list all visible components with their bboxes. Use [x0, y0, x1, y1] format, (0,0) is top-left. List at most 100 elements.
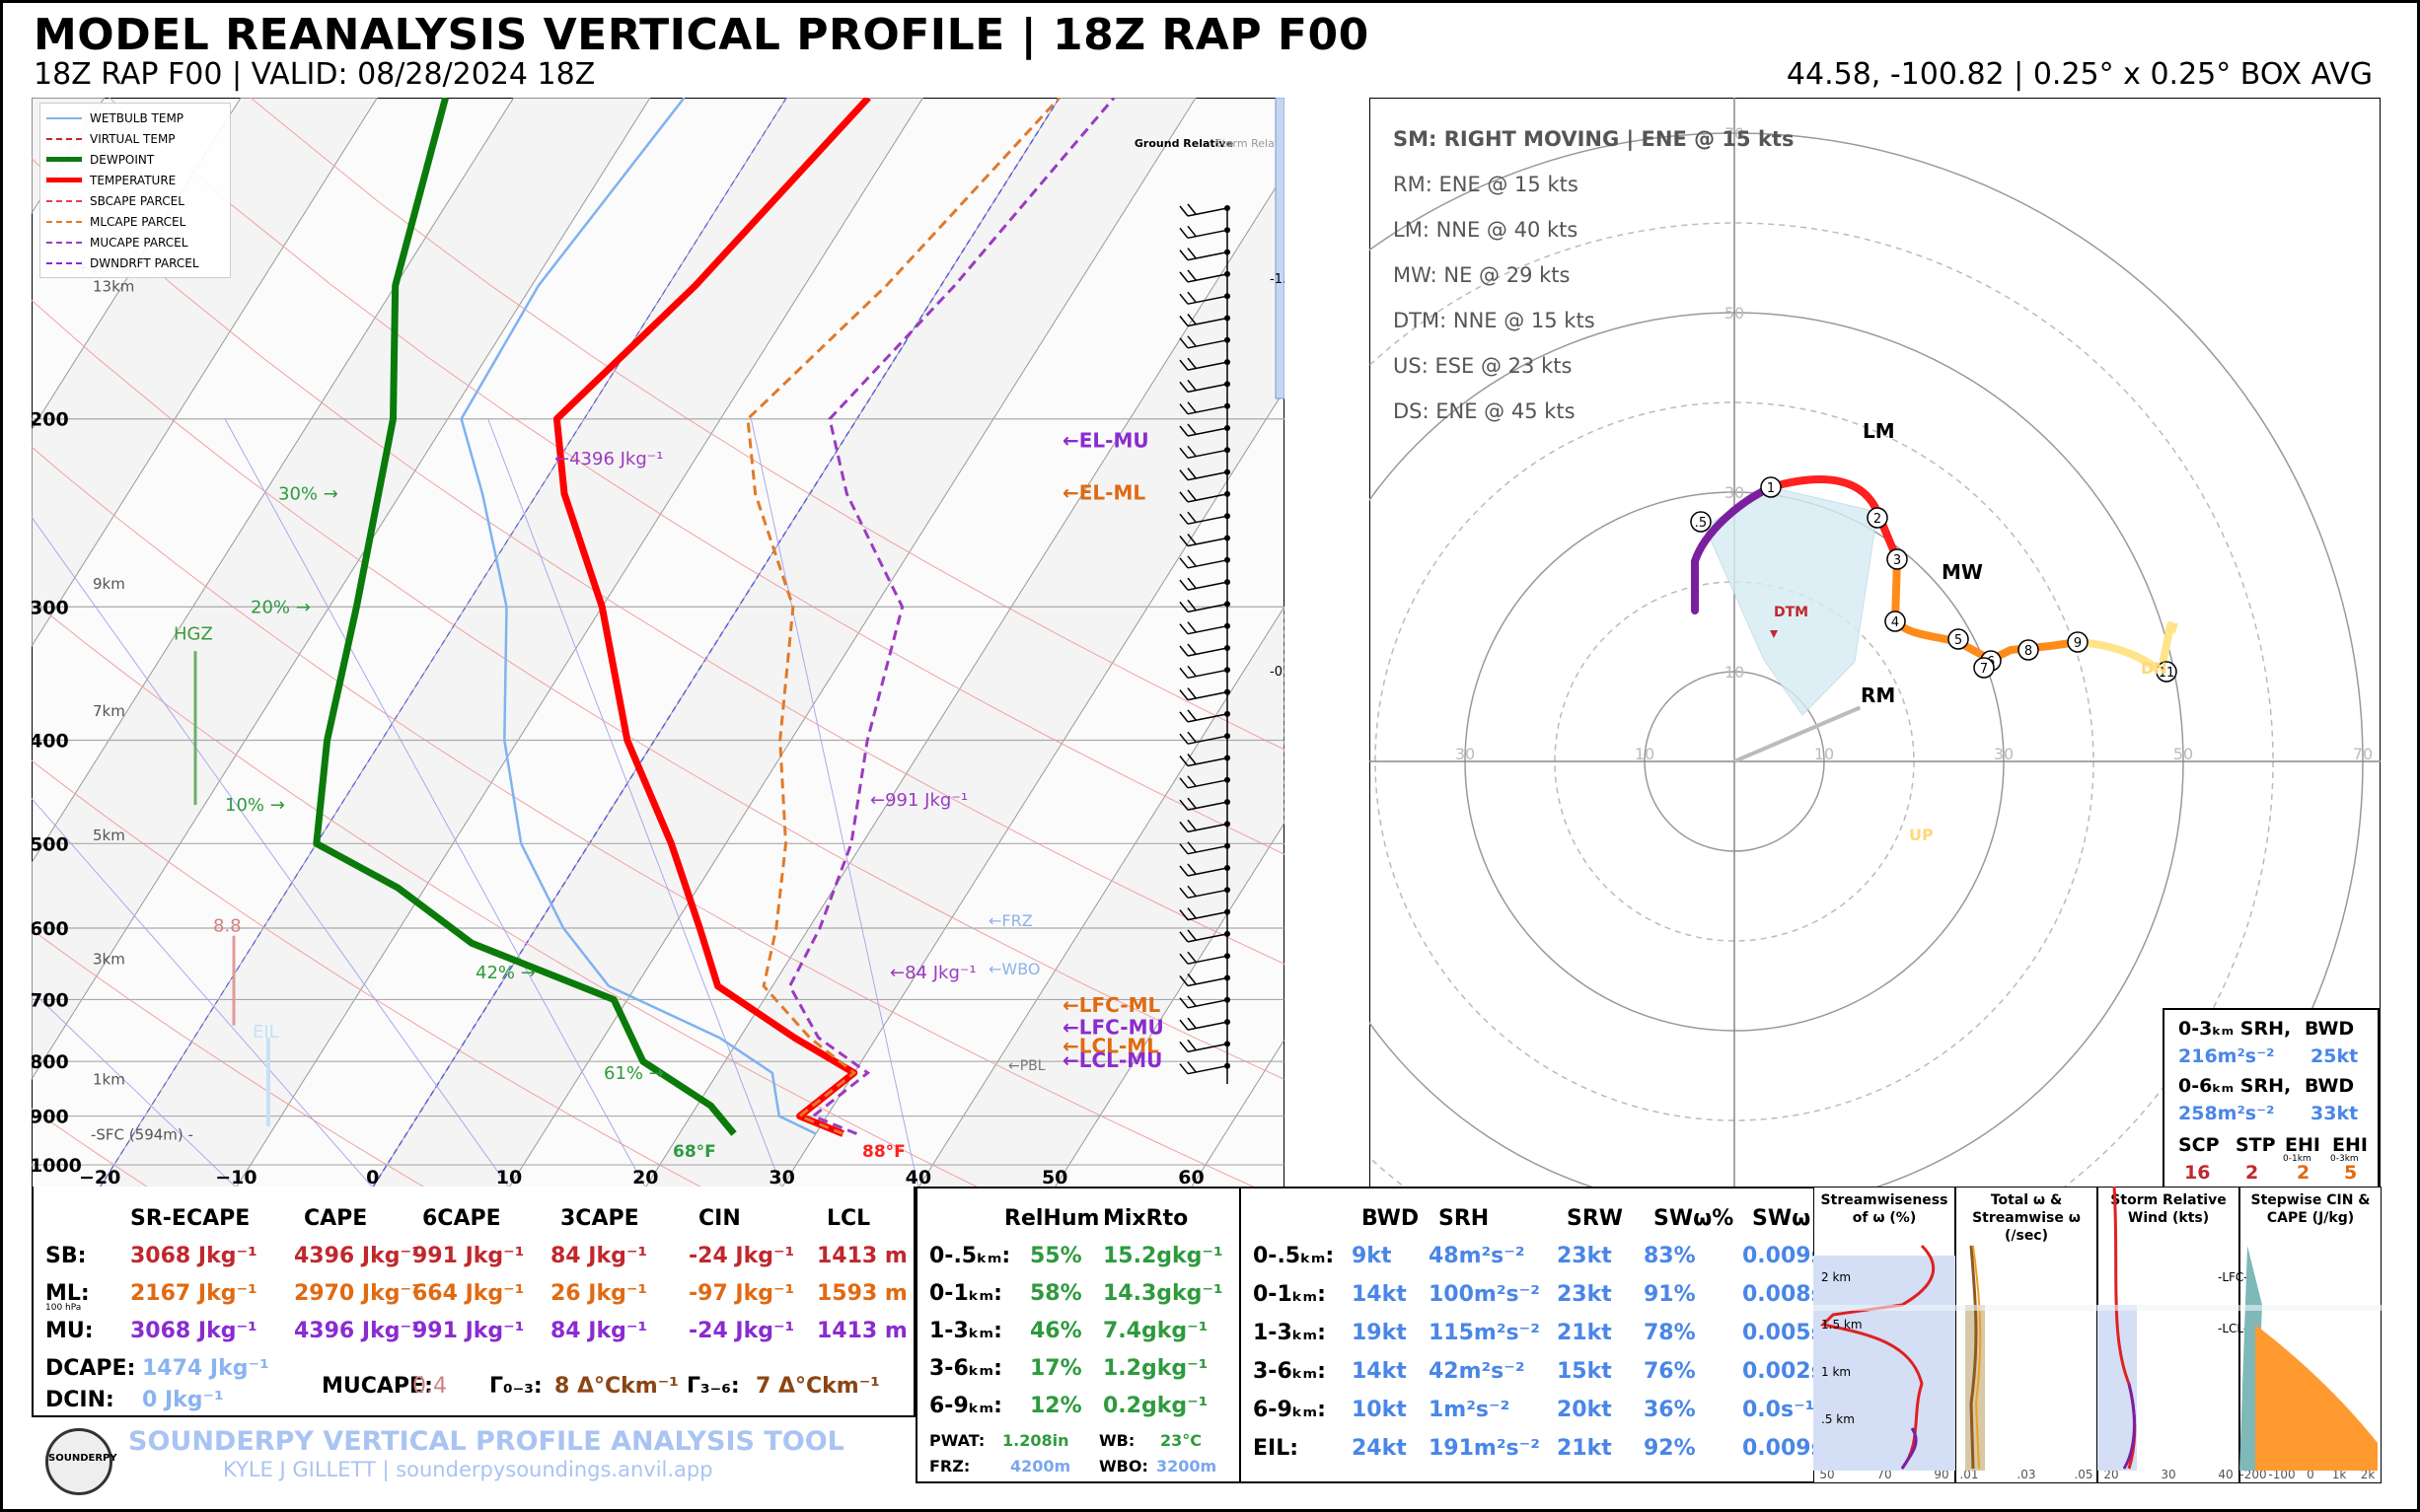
ehi1-label: EHI — [2285, 1134, 2320, 1156]
height-marker: 11 — [2156, 661, 2177, 683]
wind-barb — [1179, 621, 1230, 635]
wind-barb-dot — [1224, 733, 1230, 740]
moisture-table-content: RelHum MixRto 0-.5ₖₘ: 55% 15.2gkg⁻¹ 0-1ₖₘ: 58%… — [916, 1187, 1241, 1483]
wind-barb-dot — [1224, 579, 1230, 586]
wind-barb-staff — [1187, 669, 1228, 680]
wind-barb — [1179, 203, 1230, 217]
sfc-t-label: 88°F — [862, 1142, 906, 1162]
kinematic-cell: 14kt — [1352, 1282, 1407, 1307]
thermo-header: LCL — [827, 1206, 871, 1231]
wind-barb-flag — [1179, 821, 1189, 832]
wind-barb-flag — [1179, 557, 1189, 569]
wind-barb — [1179, 1039, 1230, 1053]
height-marker-label: 11 — [2159, 666, 2175, 681]
lcl-ml-label: ←LCL-ML — [1063, 1034, 1159, 1057]
pressure-label: 300 — [32, 597, 69, 618]
wind-barb-flag — [1179, 799, 1189, 811]
height-marker-label: 9 — [2074, 636, 2082, 651]
storm-motion: SM: RIGHT MOVING | ENE @ 15 kts — [1393, 127, 1795, 151]
wind-barb-flag — [1179, 601, 1189, 612]
wind-barb-staff — [1187, 647, 1228, 657]
wind-barb-dot — [1224, 865, 1230, 871]
wind-barb-flag — [1187, 468, 1197, 479]
wind-barb-flag — [1187, 534, 1197, 544]
kinematic-layer: 3-6ₖₘ: — [1253, 1359, 1326, 1384]
wind-barb-dot — [1224, 755, 1230, 761]
wind-barb-staff — [1187, 779, 1228, 789]
scp-label: SCP — [2178, 1134, 2220, 1156]
height-marker-dot — [1947, 628, 1969, 650]
height-marker: 8 — [2017, 639, 2039, 661]
pbl-label: ←PBL — [1008, 1058, 1046, 1074]
wind-barb-flag — [1187, 775, 1197, 787]
ehi3-sub: 0-3km — [2330, 1154, 2359, 1164]
sounderpy-logo: SOUNDERPY — [45, 1428, 117, 1495]
srh-06-value: 258m²s⁻² — [2178, 1103, 2275, 1124]
kinematic-header: SRW — [1567, 1206, 1624, 1231]
wind-barb-flag — [1187, 951, 1197, 963]
wind-barb-staff — [1187, 295, 1228, 305]
wind-barb-flag — [1187, 797, 1197, 809]
wind-barb-flag — [1179, 337, 1189, 349]
wind-barb-staff — [1187, 427, 1228, 437]
mini-panel-tick: 50 — [1819, 1468, 1834, 1481]
height-marker: 7 — [1973, 657, 1995, 679]
wind-barb — [1179, 687, 1230, 701]
mini-panel-tick: 0 — [2307, 1468, 2314, 1481]
wind-barb-staff — [1187, 801, 1228, 811]
dcin-value: 0 Jkg⁻¹ — [142, 1388, 224, 1412]
pressure-label: 200 — [32, 409, 69, 431]
wind-header-ground: Ground Relative — [1135, 137, 1233, 150]
dry-adiabat — [32, 157, 1284, 966]
wind-barb-flag — [1187, 929, 1197, 941]
wind-barb-flag — [1179, 1019, 1189, 1031]
height-marker-dot — [2017, 639, 2039, 661]
kinematic-table — [1239, 1187, 1815, 1483]
ring-label: 50 — [1724, 304, 1744, 323]
height-marker: 5 — [1947, 628, 1969, 650]
wind-barb — [1179, 775, 1230, 789]
pressure-label: 400 — [32, 730, 69, 752]
lcl-mu-label: ←LCL-MU — [1063, 1048, 1162, 1072]
moisture-layer: 6-9ₖₘ: — [929, 1394, 1002, 1418]
kinematic-cell: 91% — [1644, 1282, 1696, 1307]
mini-height-label: 1 km — [1821, 1365, 1851, 1379]
lcl-marker: -LCL- — [2218, 1322, 2247, 1335]
legend-label: WETBULB TEMP — [90, 110, 184, 125]
mini-panel-tick: 70 — [1876, 1468, 1891, 1481]
wind-barb-staff — [1187, 449, 1228, 460]
thermo-cell: -24 Jkg⁻¹ — [689, 1244, 795, 1268]
legend-label: SBCAPE PARCEL — [90, 193, 184, 208]
wind-barb — [1179, 511, 1230, 525]
isotherm-line — [32, 98, 651, 1081]
stp-value: 2 — [2245, 1162, 2259, 1184]
wind-barb — [1179, 269, 1230, 283]
thermo-table — [32, 1187, 916, 1417]
wind-barb — [1179, 951, 1230, 965]
cape-area — [2255, 1325, 2378, 1471]
series-dewpoint-line — [313, 98, 737, 1136]
wind-barb-flag — [1179, 953, 1189, 965]
isotherm-line — [508, 98, 1197, 1188]
page-title: MODEL REANALYSIS VERTICAL PROFILE | 18Z … — [34, 10, 1369, 60]
isotherm-line — [781, 389, 1284, 1188]
kinematic-cell: 48m²s⁻² — [1429, 1244, 1525, 1268]
thermo-row-label: SB: — [45, 1244, 87, 1268]
kinematic-cell: 1m²s⁻² — [1429, 1398, 1510, 1422]
legend-label: MLCAPE PARCEL — [90, 214, 186, 229]
kinematic-cell: 115m²s⁻² — [1429, 1321, 1540, 1345]
height-label: 1km — [93, 1071, 125, 1089]
hodo-trace-segment — [1691, 483, 1775, 614]
thermo-row-sub: 100 hPa — [45, 1303, 82, 1313]
dtm-marker — [1770, 630, 1778, 638]
pwat-label: PWAT: — [929, 1431, 986, 1450]
pressure-label: 900 — [32, 1107, 69, 1128]
gamma03-label: Γ₀₋₃: — [489, 1374, 543, 1399]
wind-barb — [1179, 379, 1230, 394]
lfc-mu-label: ←LFC-MU — [1063, 1016, 1164, 1040]
temp-tick-label: −20 — [79, 1167, 120, 1188]
thermo-header: CAPE — [304, 1206, 368, 1231]
kinematic-cell: 23kt — [1557, 1244, 1612, 1268]
dry-adiabat — [250, 98, 1284, 751]
dry-adiabat — [109, 98, 1284, 855]
